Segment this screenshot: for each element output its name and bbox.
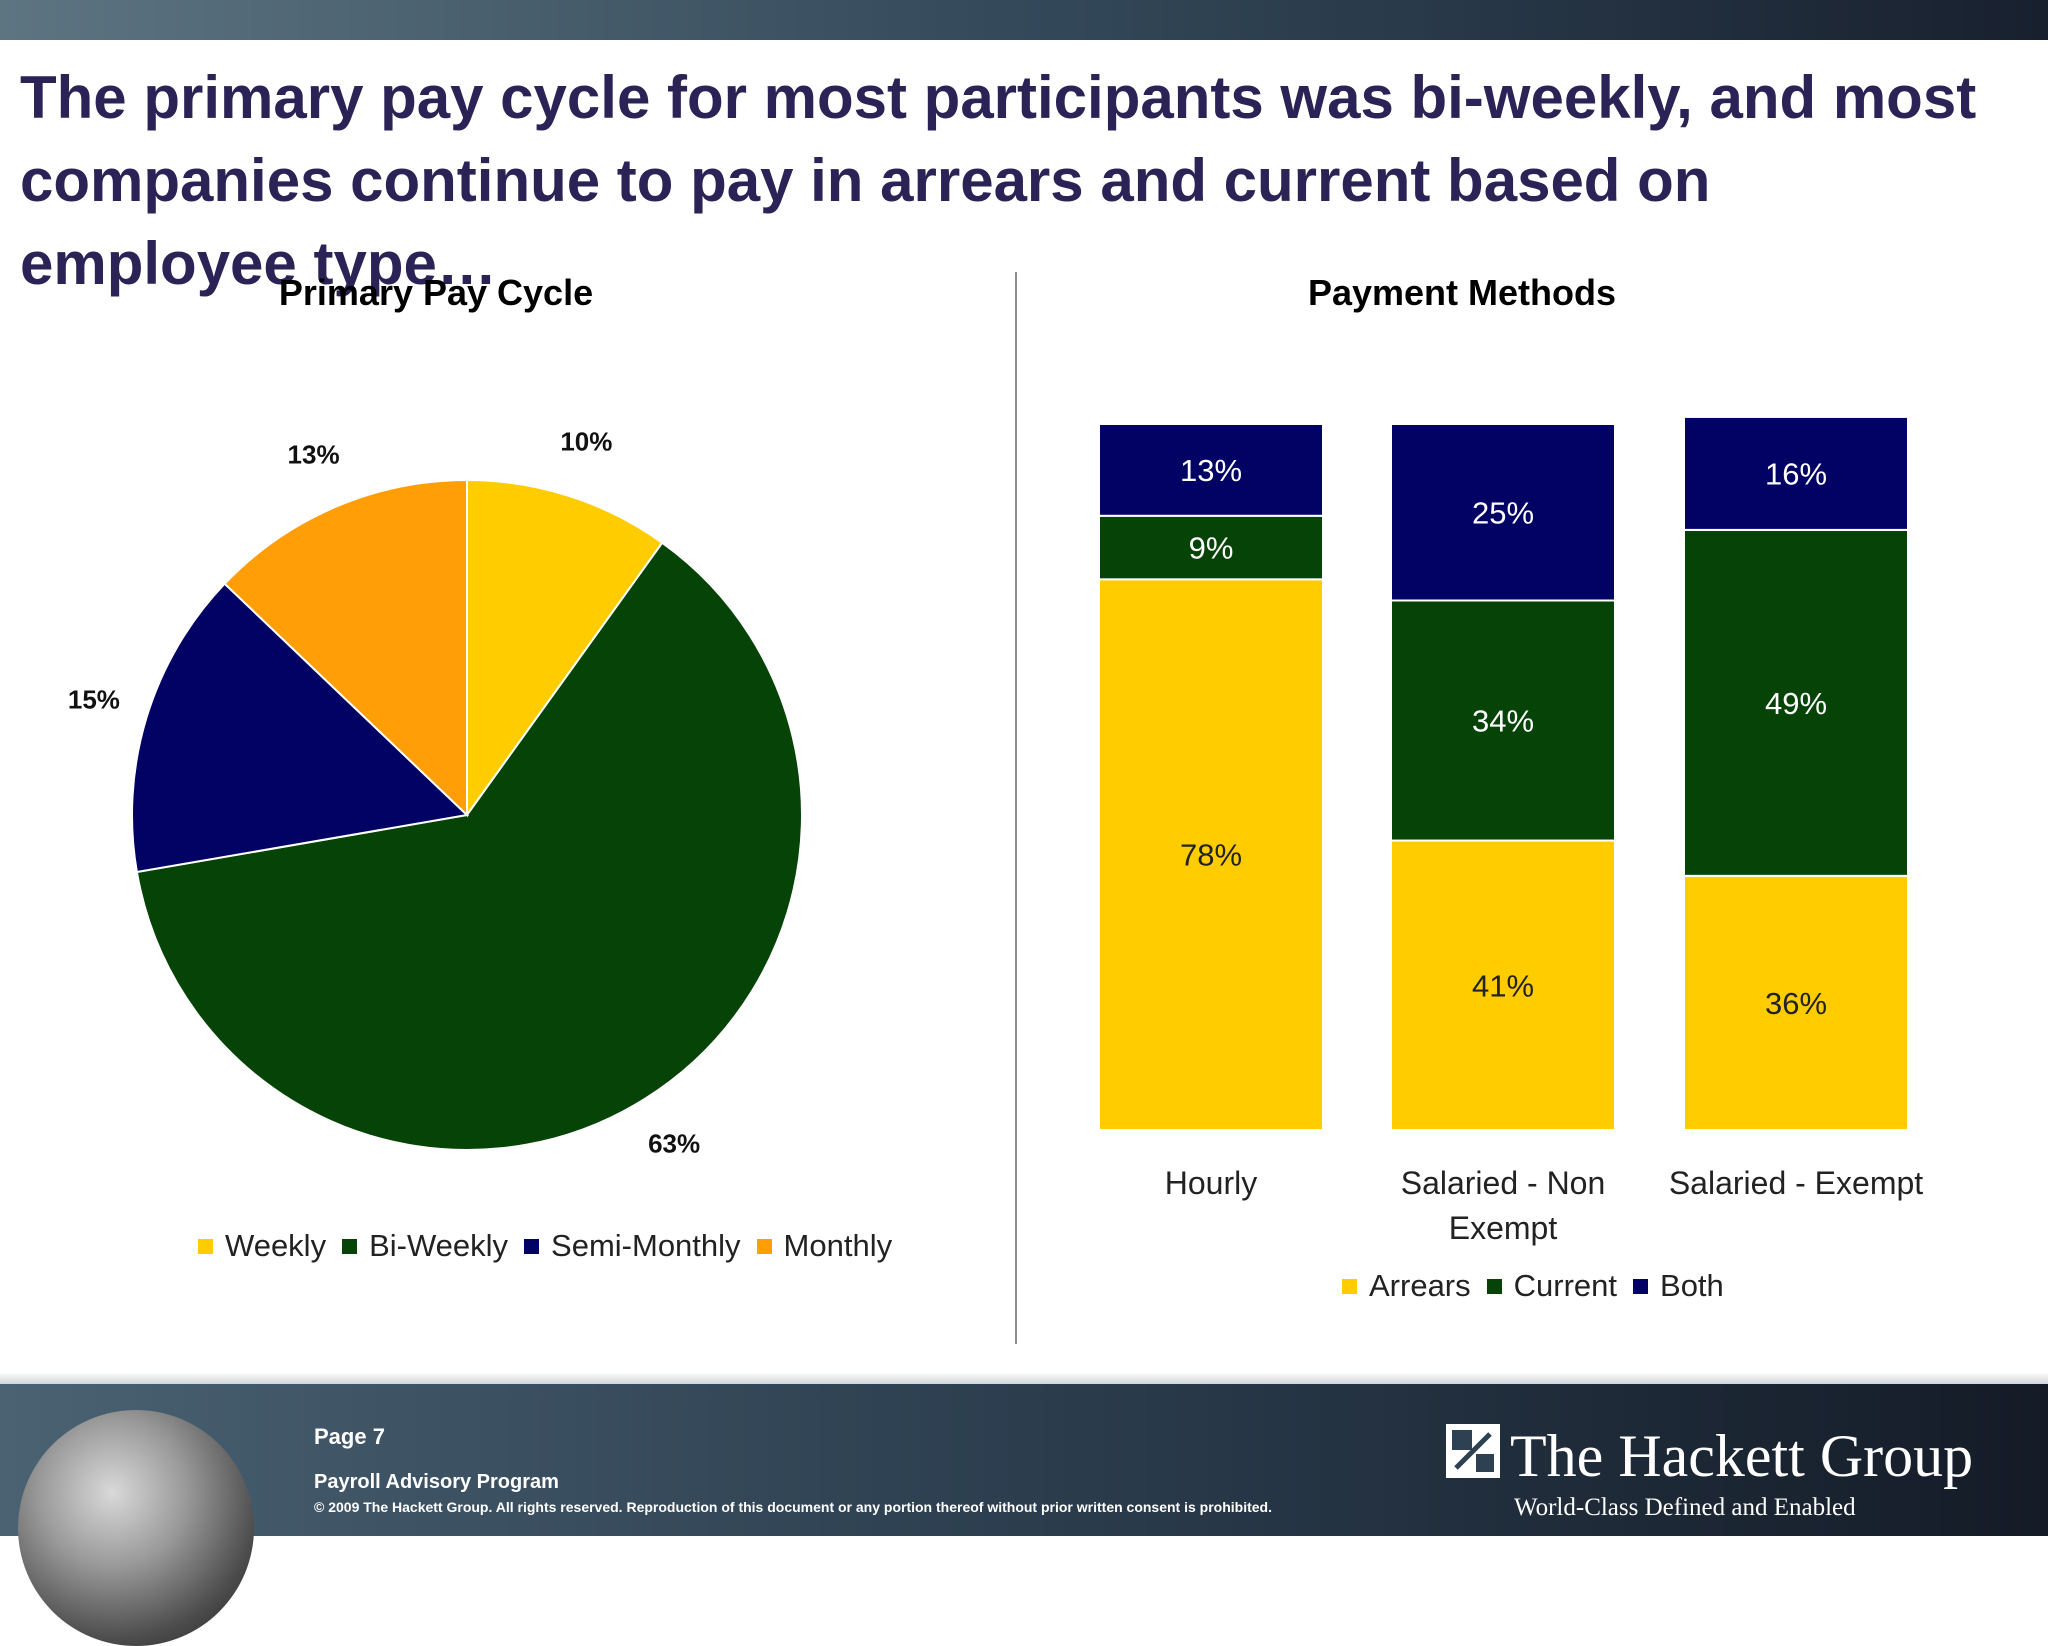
- legend-item: Weekly: [198, 1228, 326, 1264]
- legend-item: Both: [1633, 1268, 1724, 1304]
- pie-data-label: 63%: [648, 1128, 700, 1158]
- footer: [0, 1384, 2048, 1536]
- legend-swatch: [756, 1238, 772, 1254]
- legend-item: Current: [1486, 1268, 1618, 1304]
- footer-page-number: Page 7: [314, 1424, 385, 1449]
- bar-chart-title: Payment Methods: [1307, 272, 1617, 313]
- chart-canvas: 10% 63% 15% 13% 78% 9% 13% Hourly 41% 34% 25% Salar…: [68, 415, 1923, 1246]
- bar-segment-both: [1390, 423, 1616, 602]
- bar-legend: Arrears Current Both: [1342, 1268, 1734, 1304]
- bar-segment-arrears: [1683, 874, 1909, 1132]
- legend-label: Monthly: [783, 1228, 893, 1263]
- bar-segment-current: [1683, 528, 1909, 877]
- bar-data-label: 16%: [1765, 456, 1827, 491]
- legend-swatch: [342, 1238, 358, 1254]
- brand-tagline: World-Class Defined and Enabled: [1514, 1494, 1856, 1521]
- legend-swatch: [1633, 1278, 1649, 1294]
- bar-data-label: 41%: [1472, 968, 1534, 1003]
- legend-item: Monthly: [756, 1228, 893, 1264]
- bar-data-label: 25%: [1472, 495, 1534, 530]
- top-band: [0, 0, 2048, 40]
- pie-data-label: 13%: [288, 439, 340, 469]
- pie-slice-monthly: [223, 478, 468, 818]
- bar-segment-arrears: [1098, 578, 1324, 1131]
- hackett-logo-icon: [1446, 1424, 1500, 1478]
- pie-data-label: 15%: [68, 684, 120, 714]
- legend-swatch: [1486, 1278, 1502, 1294]
- legend-item: Bi-Weekly: [342, 1228, 508, 1264]
- footer-copyright: © 2009 The Hackett Group. All rights res…: [314, 1499, 1273, 1515]
- pie-data-label: 10%: [560, 427, 612, 457]
- chart-divider: [1015, 272, 1017, 1344]
- legend-swatch: [1342, 1278, 1357, 1294]
- bar-segment-arrears: [1390, 839, 1616, 1131]
- bar-segment-current: [1390, 599, 1616, 842]
- bar-category-label: Salaried - Exempt: [1669, 1165, 1923, 1201]
- pie-slice-bi-weekly: [135, 541, 803, 1151]
- footer-program-name: Payroll Advisory Program: [314, 1471, 559, 1493]
- slide-title: The primary pay cycle for most participa…: [20, 64, 1977, 297]
- bar-data-label: 78%: [1180, 838, 1242, 873]
- legend-label: Bi-Weekly: [369, 1228, 509, 1263]
- legend-label: Weekly: [225, 1228, 327, 1263]
- bar-segment-current: [1098, 514, 1324, 581]
- pie-legend: Weekly Bi-Weekly Semi-Monthly Monthly: [198, 1228, 902, 1264]
- bar-segment-both: [1683, 415, 1909, 531]
- globe-image: [18, 1410, 254, 1646]
- legend-label: Arrears: [1369, 1268, 1471, 1303]
- bar-category-label: Exempt: [1449, 1210, 1558, 1246]
- legend-label: Current: [1513, 1268, 1618, 1303]
- bar-segment-both: [1098, 423, 1324, 517]
- footer-fade: [0, 1372, 2048, 1386]
- legend-item: Arrears: [1342, 1268, 1471, 1304]
- pie-chart-title: Primary Pay Cycle: [278, 272, 594, 313]
- legend-label: Both: [1660, 1268, 1724, 1303]
- bar-data-label: 9%: [1189, 531, 1234, 566]
- brand-name: The Hackett Group: [1510, 1423, 1974, 1489]
- pie-slice-weekly: [466, 478, 664, 819]
- bar-data-label: 34%: [1472, 704, 1534, 739]
- bar-data-label: 13%: [1180, 453, 1242, 488]
- pie-slice-semi-monthly: [131, 582, 470, 874]
- legend-swatch: [524, 1238, 540, 1254]
- bar-category-label: Salaried - Non: [1401, 1165, 1606, 1201]
- bar-data-label: 36%: [1765, 986, 1827, 1021]
- bar-data-label: 49%: [1765, 686, 1827, 721]
- bar-category-label: Hourly: [1165, 1165, 1257, 1201]
- legend-label: Semi-Monthly: [551, 1228, 741, 1263]
- legend-item: Semi-Monthly: [524, 1228, 741, 1264]
- legend-swatch: [198, 1238, 213, 1254]
